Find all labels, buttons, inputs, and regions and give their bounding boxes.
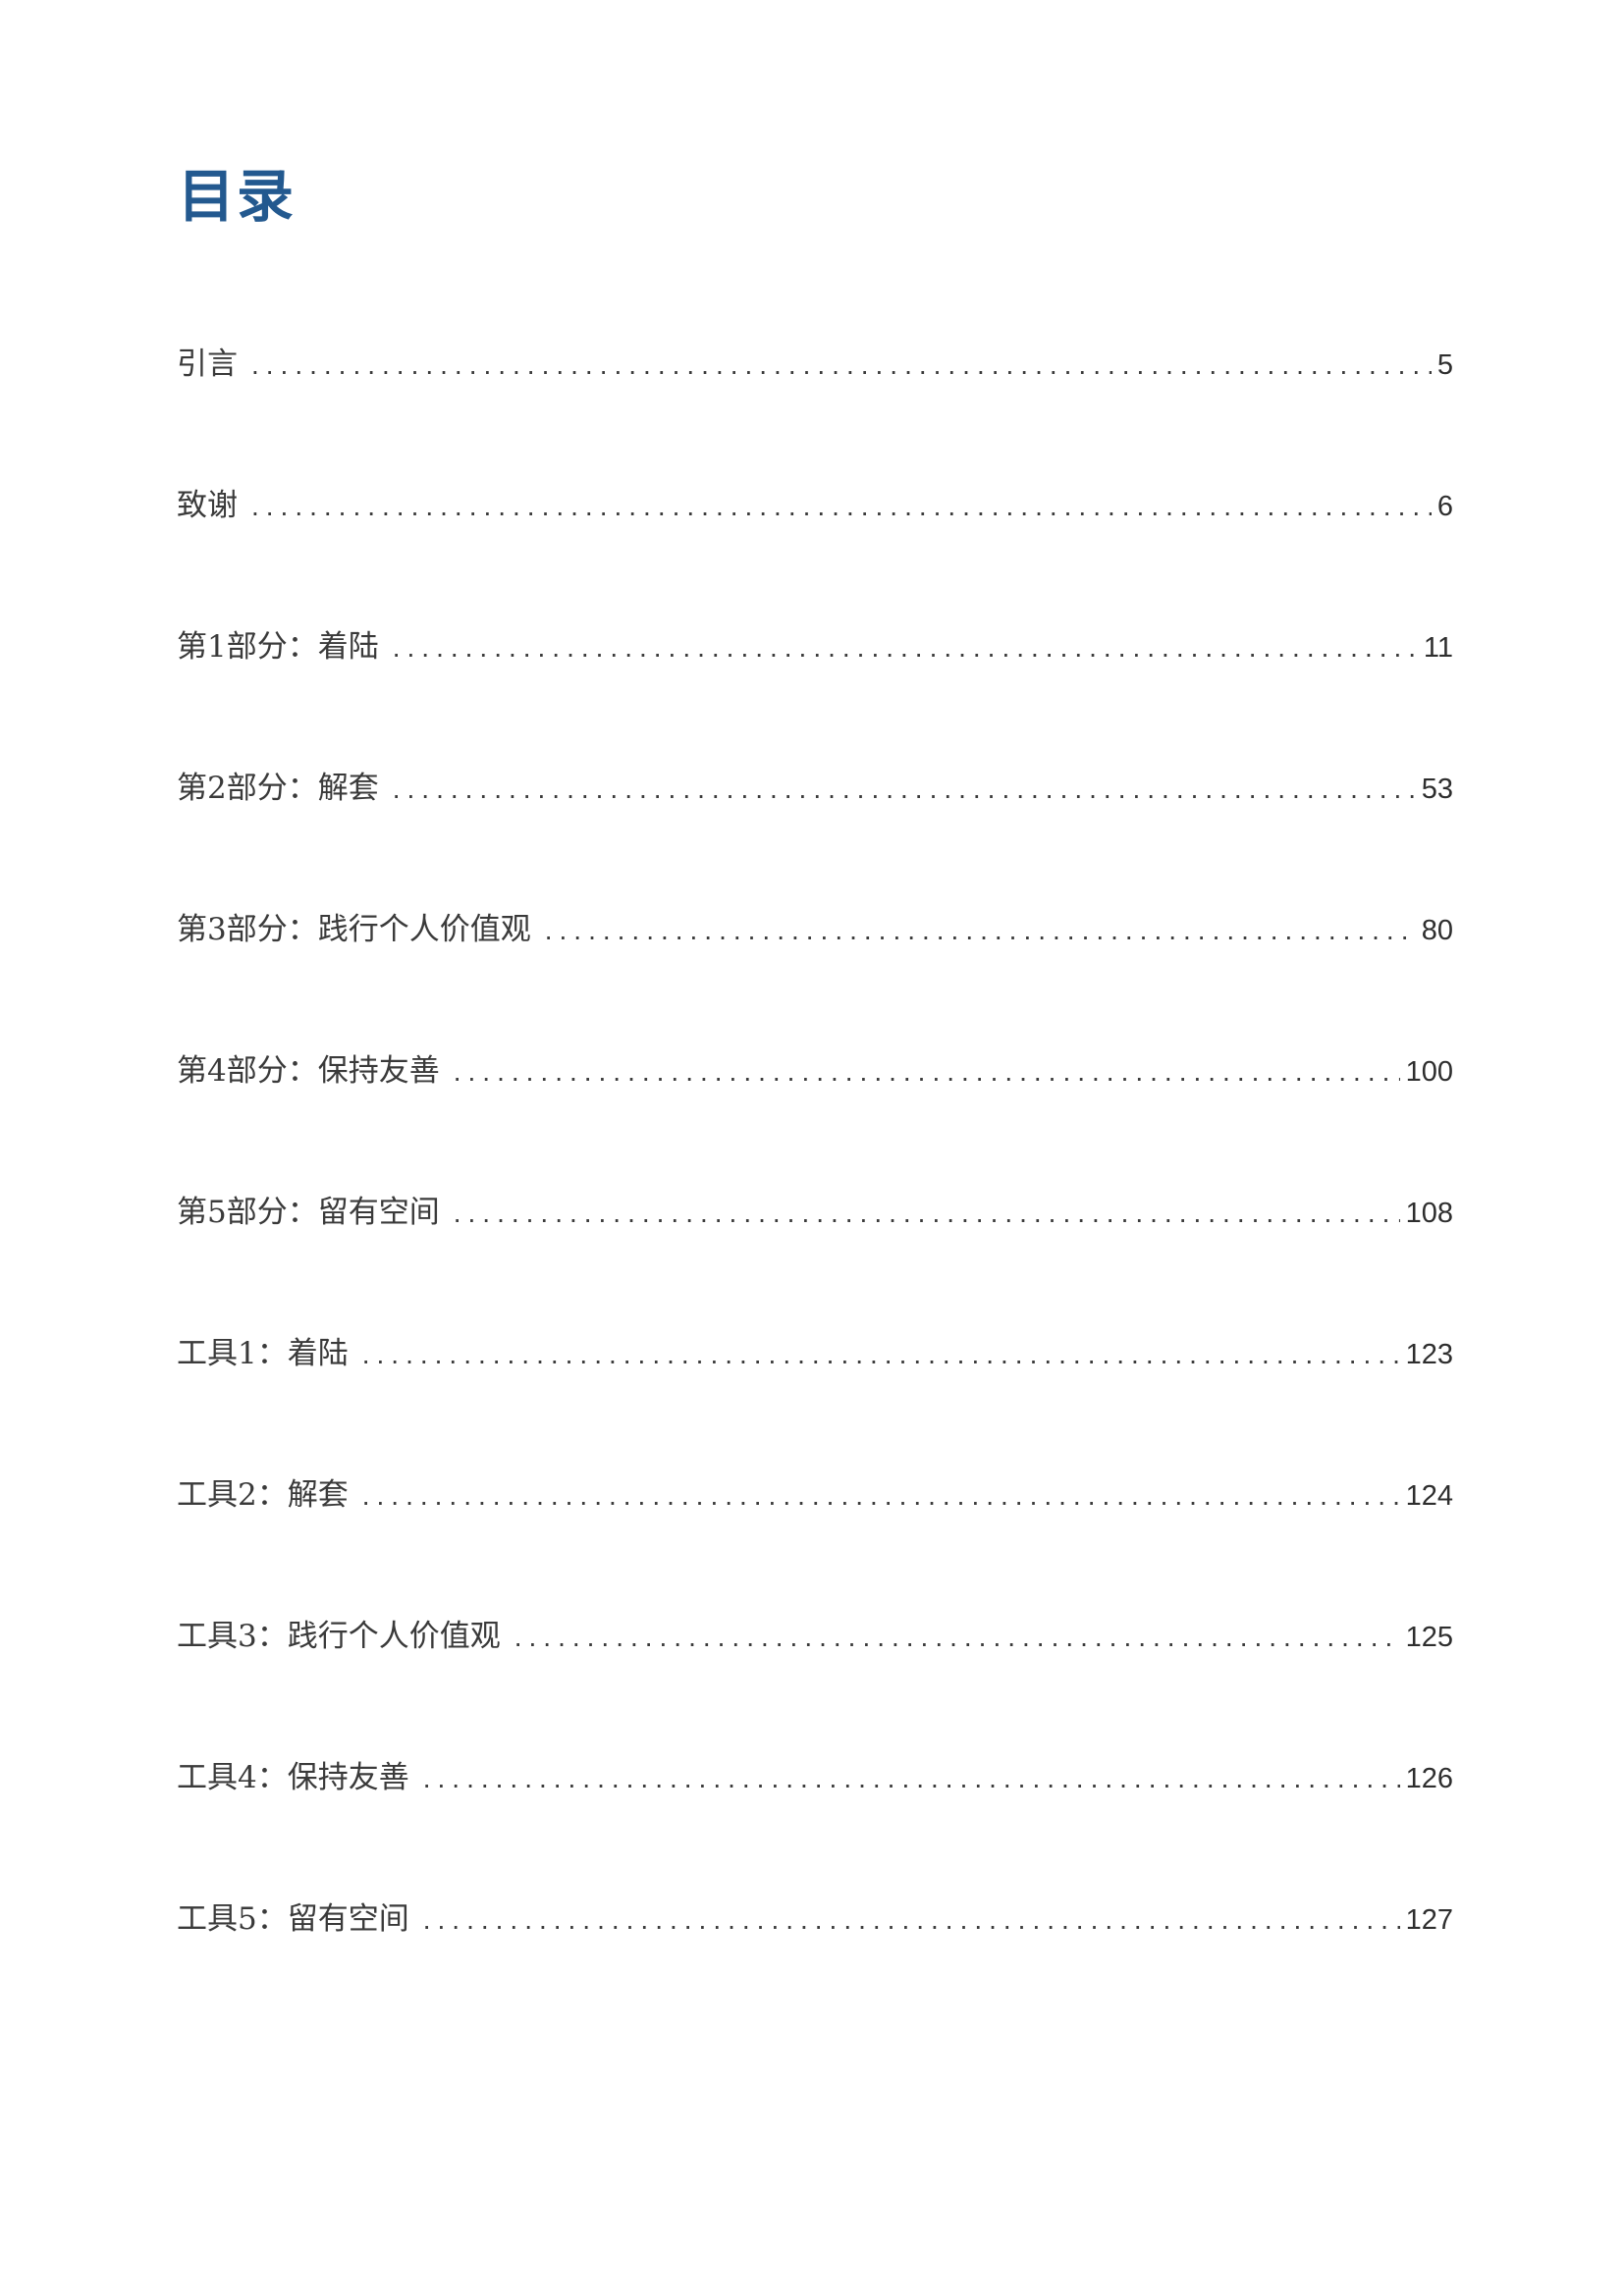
toc-dot-leader xyxy=(423,1763,1400,1794)
toc-page-number: 124 xyxy=(1405,1480,1453,1512)
toc-dot-leader xyxy=(454,1056,1400,1088)
toc-entry-part-4[interactable]: 第4部分：保持友善 100 xyxy=(177,1045,1453,1187)
toc-dot-leader xyxy=(362,1480,1400,1512)
toc-dot-leader xyxy=(251,491,1432,522)
toc-entry-tool-3[interactable]: 工具3：践行个人价值观 125 xyxy=(177,1611,1453,1752)
toc-dot-leader xyxy=(362,1339,1400,1370)
toc-entry-part-2[interactable]: 第2部分：解套 53 xyxy=(177,763,1453,904)
toc-entry-label: 第5部分：留有空间 xyxy=(177,1195,440,1230)
toc-page-number: 126 xyxy=(1405,1763,1453,1794)
toc-dot-leader xyxy=(514,1622,1400,1653)
toc-page-number: 80 xyxy=(1421,915,1453,946)
toc-entry-part-3[interactable]: 第3部分：践行个人价值观 80 xyxy=(177,904,1453,1045)
toc-entry-label: 第2部分：解套 xyxy=(177,771,379,806)
toc-dot-leader xyxy=(393,632,1418,664)
toc-entry-tool-4[interactable]: 工具4：保持友善 126 xyxy=(177,1752,1453,1894)
toc-page-number: 11 xyxy=(1423,632,1453,664)
table-of-contents: 引言 5 致谢 6 第1部分：着陆 11 第2部分：解套 53 第3部分：践行个… xyxy=(177,339,1453,2035)
toc-page-number: 123 xyxy=(1405,1339,1453,1370)
toc-entry-label: 工具1：着陆 xyxy=(177,1336,349,1371)
toc-entry-label: 工具3：践行个人价值观 xyxy=(177,1619,501,1654)
toc-entry-label: 第1部分：着陆 xyxy=(177,629,379,665)
toc-page-number: 125 xyxy=(1405,1622,1453,1653)
toc-entry-label: 致谢 xyxy=(177,488,238,523)
page-title: 目录 xyxy=(178,163,297,230)
toc-entry-label: 工具5：留有空间 xyxy=(177,1901,409,1937)
toc-entry-label: 引言 xyxy=(177,347,238,382)
toc-entry-introduction[interactable]: 引言 5 xyxy=(177,339,1453,480)
toc-dot-leader xyxy=(393,774,1416,805)
toc-dot-leader xyxy=(545,915,1416,946)
toc-entry-label: 第3部分：践行个人价值观 xyxy=(177,912,531,947)
toc-entry-part-1[interactable]: 第1部分：着陆 11 xyxy=(177,621,1453,763)
toc-page-number: 5 xyxy=(1436,349,1453,381)
toc-entry-tool-1[interactable]: 工具1：着陆 123 xyxy=(177,1328,1453,1469)
toc-page-number: 108 xyxy=(1405,1198,1453,1229)
toc-entry-label: 工具2：解套 xyxy=(177,1477,349,1513)
toc-entry-acknowledgements[interactable]: 致谢 6 xyxy=(177,480,1453,621)
toc-dot-leader xyxy=(454,1198,1400,1229)
toc-page-number: 53 xyxy=(1421,774,1453,805)
toc-entry-label: 第4部分：保持友善 xyxy=(177,1053,440,1089)
toc-entry-tool-5[interactable]: 工具5：留有空间 127 xyxy=(177,1894,1453,2035)
toc-entry-part-5[interactable]: 第5部分：留有空间 108 xyxy=(177,1187,1453,1328)
toc-page-number: 100 xyxy=(1405,1056,1453,1088)
toc-dot-leader xyxy=(251,349,1432,381)
toc-entry-label: 工具4：保持友善 xyxy=(177,1760,409,1795)
toc-dot-leader xyxy=(423,1904,1400,1936)
toc-entry-tool-2[interactable]: 工具2：解套 124 xyxy=(177,1469,1453,1611)
toc-page-number: 6 xyxy=(1436,491,1453,522)
toc-page-number: 127 xyxy=(1405,1904,1453,1936)
